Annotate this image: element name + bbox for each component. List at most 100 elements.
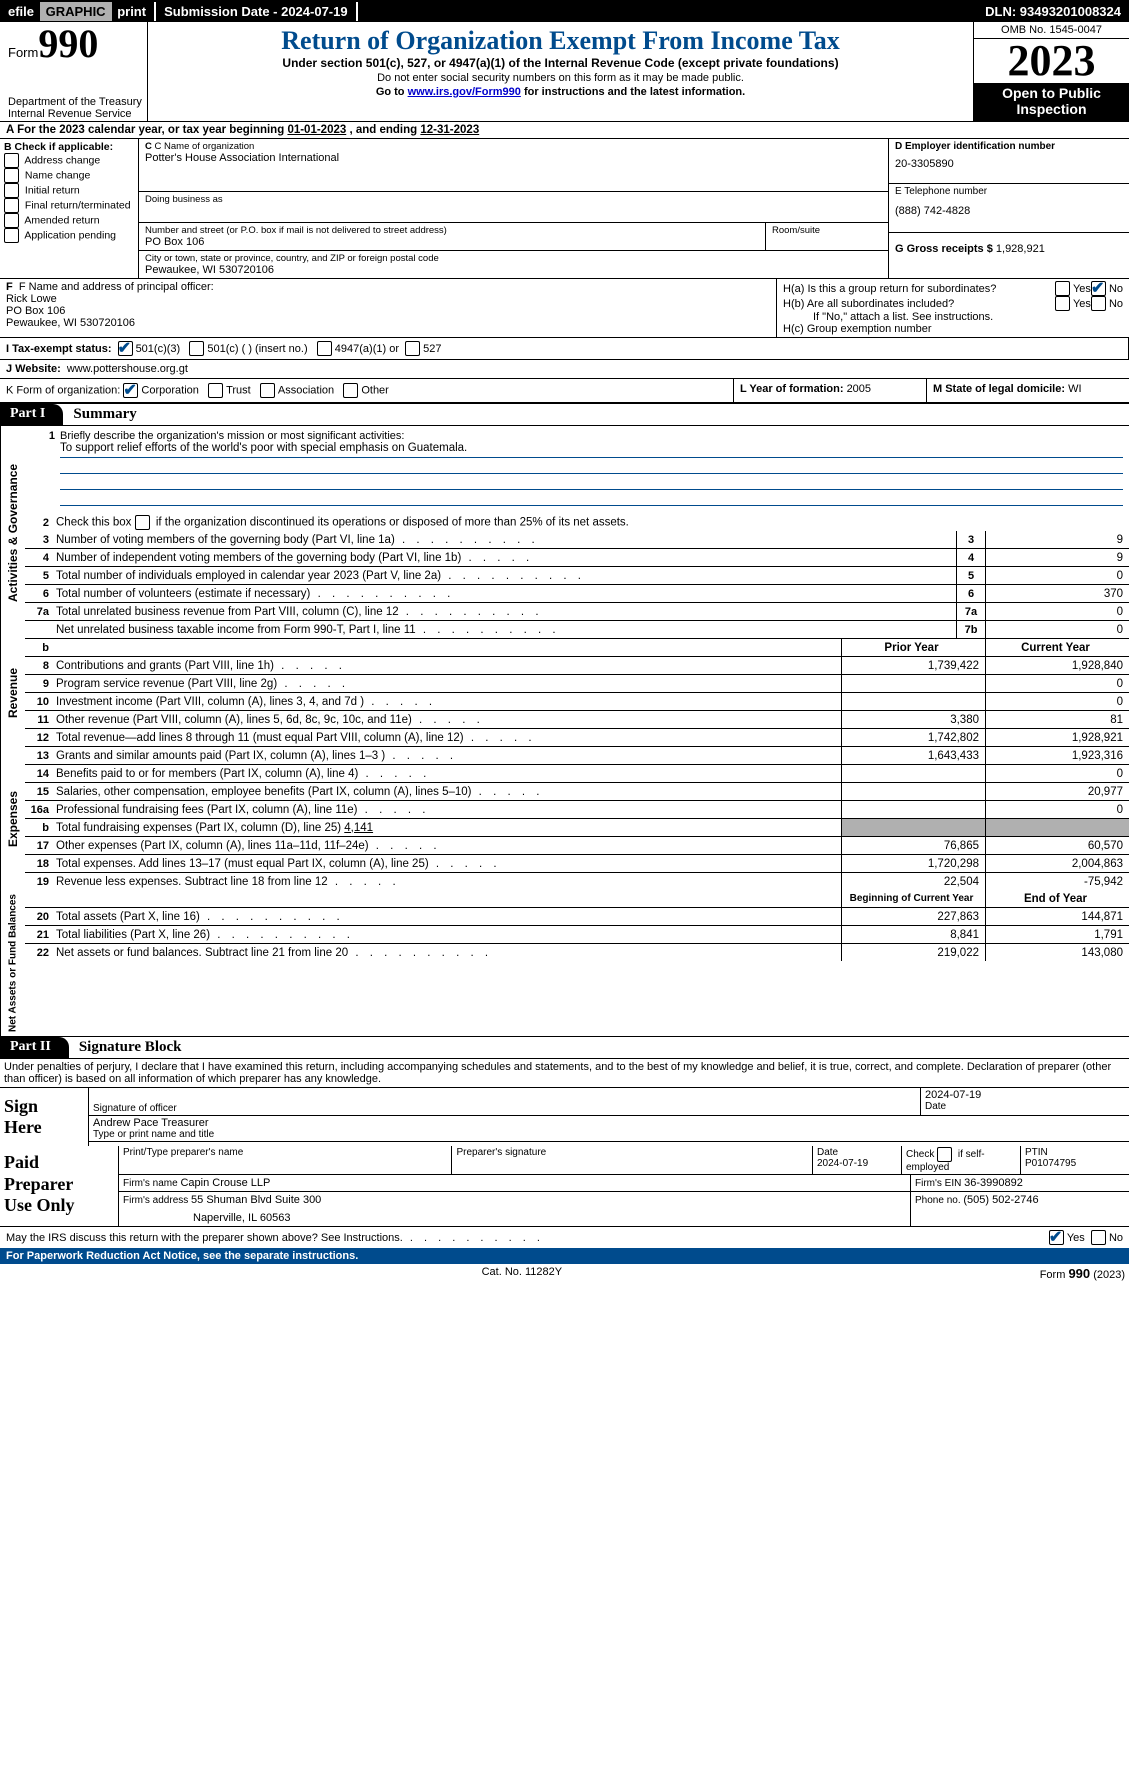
table-row: 22Net assets or fund balances. Subtract …	[25, 944, 1129, 961]
col-de: D Employer identification number 20-3305…	[889, 139, 1129, 278]
discuss-yes-cb[interactable]	[1049, 1230, 1064, 1245]
m-lbl: M State of legal domicile:	[933, 383, 1068, 395]
l5-desc: Total number of individuals employed in …	[54, 569, 956, 583]
col-b: B Check if applicable: Address change Na…	[0, 139, 139, 278]
colb-item: Application pending	[4, 228, 134, 243]
row-curr: 0	[985, 675, 1129, 692]
ha-yes: Yes	[1073, 283, 1091, 295]
h-block: H(a) Is this a group return for subordin…	[777, 279, 1129, 337]
sign-block: SignHere Signature of officer 2024-07-19…	[0, 1087, 1129, 1146]
room-lbl: Room/suite	[772, 225, 882, 236]
colb-cb[interactable]	[4, 168, 19, 183]
row-desc: Total expenses. Add lines 13–17 (must eq…	[54, 857, 841, 871]
cat-no: Cat. No. 11282Y	[482, 1266, 563, 1281]
k-assoc-cb[interactable]	[260, 383, 275, 398]
i-4947-cb[interactable]	[317, 341, 332, 356]
irs-label: Internal Revenue Service	[8, 108, 143, 120]
row-j: J Website: www.pottershouse.org.gt	[0, 359, 1129, 378]
row-curr: -75,942	[985, 873, 1129, 890]
ptin-lbl: PTIN	[1025, 1147, 1125, 1158]
l7b-desc: Net unrelated business taxable income fr…	[54, 623, 956, 637]
colb-item: Final return/terminated	[4, 198, 134, 213]
row-curr: 81	[985, 711, 1129, 728]
penalty-text: Under penalties of perjury, I declare th…	[0, 1058, 1129, 1087]
period-row: A For the 2023 calendar year, or tax yea…	[0, 122, 1129, 139]
row-prior: 1,742,802	[841, 729, 985, 746]
colb-cb[interactable]	[4, 228, 19, 243]
row-prior: 1,720,298	[841, 855, 985, 872]
end-hdr: End of Year	[985, 890, 1129, 907]
prep-col1: Print/Type preparer's name	[123, 1147, 447, 1158]
netassets-vlabel: Net Assets or Fund Balances	[0, 890, 25, 1036]
colb-cb[interactable]	[4, 198, 19, 213]
row-prior: 219,022	[841, 944, 985, 961]
l6-val: 370	[985, 585, 1129, 602]
row-prior: 22,504	[841, 873, 985, 890]
expenses-section: Expenses 13Grants and similar amounts pa…	[0, 747, 1129, 890]
row-prior: 8,841	[841, 926, 985, 943]
ssn-note: Do not enter social security numbers on …	[154, 72, 967, 84]
row-desc: Salaries, other compensation, employee b…	[54, 785, 841, 799]
i-501c3-cb[interactable]	[118, 341, 133, 356]
form-footer: Form 990 (2023)	[1040, 1266, 1125, 1281]
colb-cb[interactable]	[4, 213, 19, 228]
row-desc: Total assets (Part X, line 16)	[54, 910, 841, 924]
street-val: PO Box 106	[145, 236, 759, 248]
ha-yes-cb[interactable]	[1055, 281, 1070, 296]
form-title: Return of Organization Exempt From Incom…	[154, 26, 967, 56]
paperwork-notice: For Paperwork Reduction Act Notice, see …	[0, 1248, 1129, 1264]
form-id-col: Form990 Department of the Treasury Inter…	[0, 22, 148, 121]
principal-officer: F F Name and address of principal office…	[0, 279, 777, 337]
beg-hdr: Beginning of Current Year	[841, 890, 985, 907]
revenue-section: Revenue bPrior YearCurrent Year 8Contrib…	[0, 639, 1129, 747]
l2-cb[interactable]	[135, 515, 150, 530]
l16b-grey2	[985, 819, 1129, 836]
goto-link[interactable]: www.irs.gov/Form990	[408, 86, 521, 98]
hb-yes: Yes	[1073, 298, 1091, 310]
sign-here-label: SignHere	[0, 1088, 89, 1146]
open-inspection: Open to Public Inspection	[974, 83, 1129, 121]
row-curr: 143,080	[985, 944, 1129, 961]
city-lbl: City or town, state or province, country…	[145, 253, 882, 264]
goto-post: for instructions and the latest informat…	[521, 86, 745, 98]
goto-pre: Go to	[376, 86, 408, 98]
k-trust-cb[interactable]	[208, 383, 223, 398]
period-begin: 01-01-2023	[287, 124, 346, 136]
k-other-cb[interactable]	[343, 383, 358, 398]
firm-ein-lbl: Firm's EIN	[915, 1178, 964, 1189]
ha-no-cb[interactable]	[1091, 281, 1106, 296]
table-row: 16aProfessional fundraising fees (Part I…	[25, 801, 1129, 819]
table-row: 13Grants and similar amounts paid (Part …	[25, 747, 1129, 765]
gross-val: 1,928,921	[996, 243, 1045, 255]
row-curr: 1,791	[985, 926, 1129, 943]
sig-blank	[93, 1089, 916, 1103]
i-501c: 501(c) ( ) (insert no.)	[207, 343, 307, 355]
hb-yes-cb[interactable]	[1055, 296, 1070, 311]
table-row: 19Revenue less expenses. Subtract line 1…	[25, 873, 1129, 890]
row-prior: 76,865	[841, 837, 985, 854]
self-emp-cb[interactable]	[937, 1147, 952, 1162]
table-row: 10Investment income (Part VIII, column (…	[25, 693, 1129, 711]
year-col: OMB No. 1545-0047 2023 Open to Public In…	[973, 22, 1129, 121]
colb-cb[interactable]	[4, 183, 19, 198]
table-row: 20Total assets (Part X, line 16)227,8631…	[25, 908, 1129, 926]
l-val: 2005	[847, 383, 871, 395]
k-corp-cb[interactable]	[123, 383, 138, 398]
colb-item: Amended return	[4, 213, 134, 228]
colb-cb[interactable]	[4, 153, 19, 168]
name-lbl: C C Name of organization	[145, 141, 882, 152]
l1-val: To support relief efforts of the world's…	[60, 442, 1123, 458]
period-mid: , and ending	[346, 124, 420, 136]
row-f: F F Name and address of principal office…	[0, 278, 1129, 337]
colb-item: Address change	[4, 153, 134, 168]
revenue-vlabel: Revenue	[0, 639, 25, 747]
ha-lbl: H(a) Is this a group return for subordin…	[783, 283, 1055, 295]
i-501c-cb[interactable]	[189, 341, 204, 356]
discuss-row: May the IRS discuss this return with the…	[0, 1227, 1129, 1248]
table-row: 9Program service revenue (Part VIII, lin…	[25, 675, 1129, 693]
i-527-cb[interactable]	[405, 341, 420, 356]
hb-no-cb[interactable]	[1091, 296, 1106, 311]
discuss-no-cb[interactable]	[1091, 1230, 1106, 1245]
period-prefix: A For the 2023 calendar year, or tax yea…	[6, 124, 287, 136]
l2-desc: Check this box if the organization disco…	[54, 514, 1129, 531]
